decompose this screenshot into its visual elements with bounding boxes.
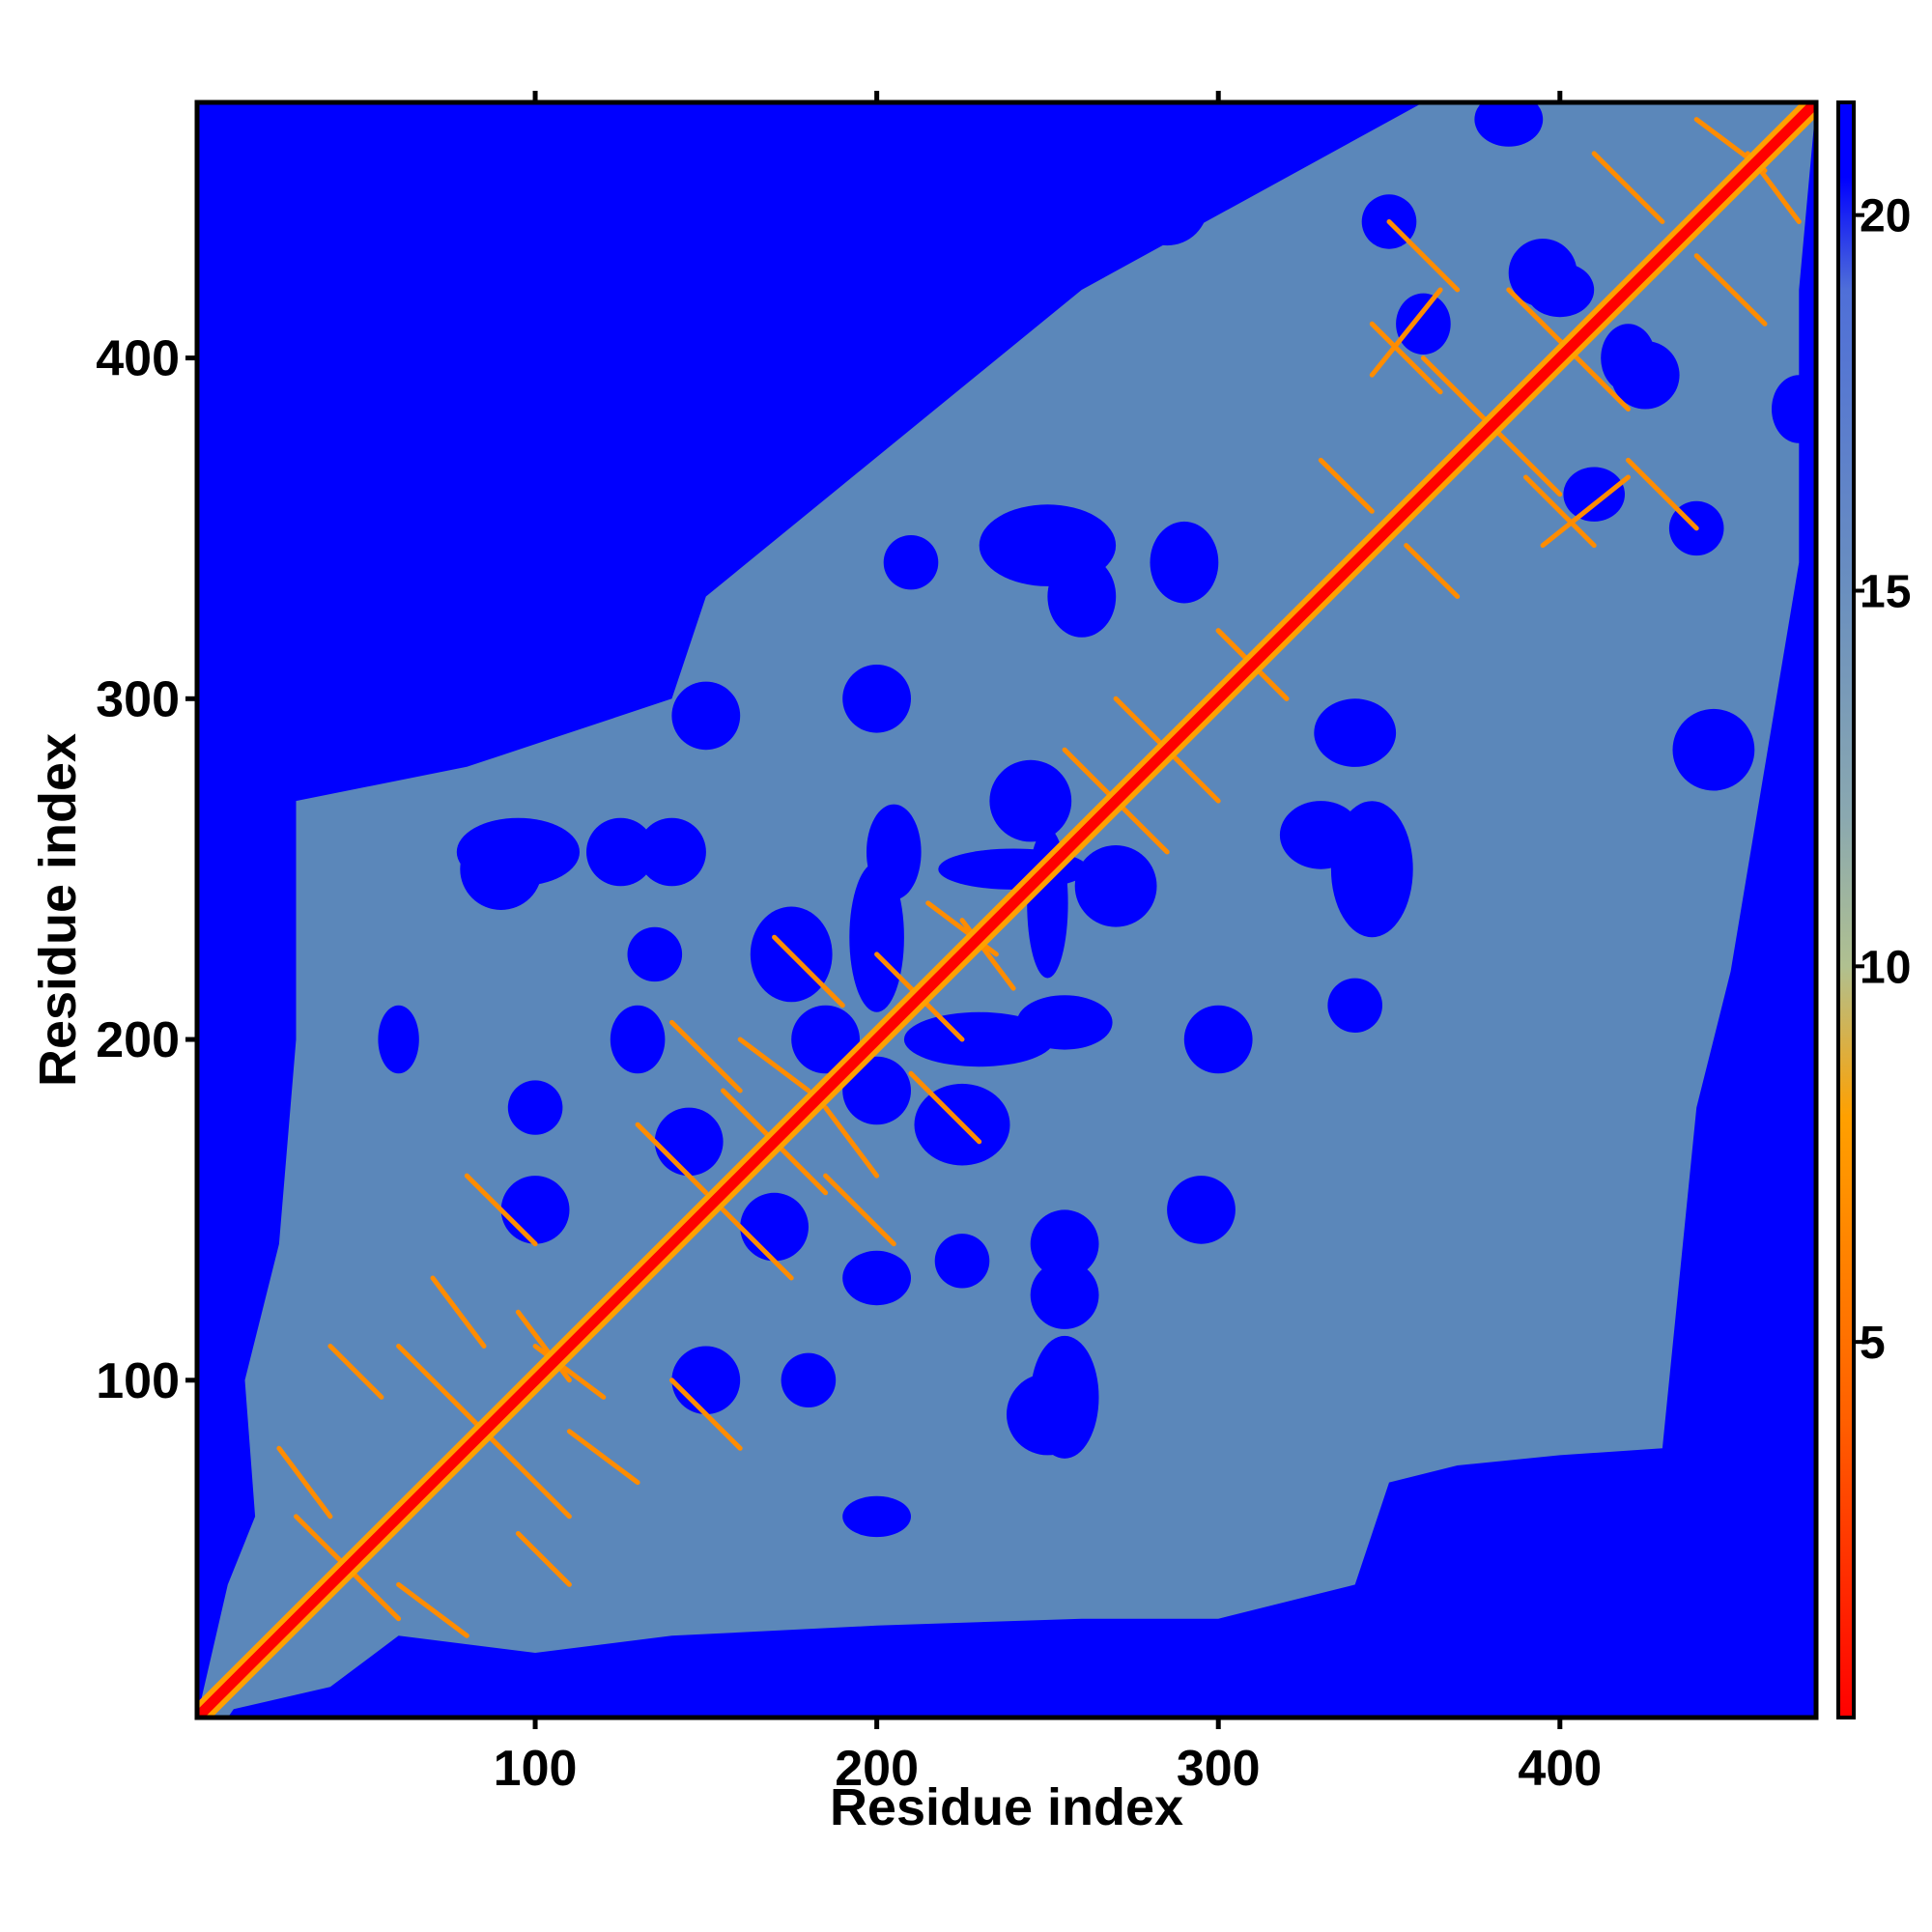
- contact-2b: [515, 1531, 572, 1587]
- blob-21b: [1047, 555, 1117, 638]
- blob-21a: [1279, 801, 1362, 869]
- contact-11a: [1062, 747, 1119, 804]
- x-axis-ticks: 100 200 300 400: [494, 91, 1602, 1797]
- colorbar: [1838, 102, 1854, 1718]
- contact-9b: [772, 934, 845, 1009]
- blob-23a: [1327, 978, 1382, 1033]
- blob-18b: [842, 1250, 911, 1306]
- blob-19a: [500, 1176, 570, 1244]
- contact-5a: [566, 1429, 640, 1486]
- blob-16a: [842, 1056, 911, 1125]
- blob-8b: [1672, 708, 1755, 791]
- blob-17a: [740, 1192, 809, 1262]
- y-tick-label-100: 100: [96, 1353, 180, 1409]
- blob-11a: [1563, 467, 1625, 522]
- blob-14b: [1167, 1176, 1236, 1244]
- x-tick-label-100: 100: [494, 1741, 578, 1797]
- contact-22a: [464, 1173, 538, 1247]
- blob-15a: [903, 1011, 1055, 1067]
- blob-19b: [671, 1346, 741, 1415]
- contact-5b: [430, 1275, 487, 1349]
- contact-2a: [327, 1344, 384, 1400]
- contact-9a: [908, 1070, 982, 1145]
- contact-3b: [396, 1344, 521, 1468]
- contact-20a: [1369, 321, 1443, 395]
- blob-26a: [934, 1234, 990, 1289]
- y-tick-label-300: 300: [96, 671, 180, 727]
- blob-7b: [1314, 698, 1397, 767]
- blob-1b: [1030, 1261, 1099, 1329]
- blob-24b: [460, 828, 543, 910]
- blob-23b: [883, 535, 939, 590]
- colorbar-tick-label-5: 5: [1860, 1318, 1886, 1369]
- blob-10b: [1525, 262, 1595, 318]
- contact-15a: [1420, 355, 1494, 429]
- blob-27b: [507, 1080, 563, 1135]
- blob-10a: [1601, 324, 1656, 392]
- blob-14a: [671, 681, 741, 751]
- blob-13b: [1772, 375, 1816, 443]
- blob-22a: [1183, 1005, 1253, 1074]
- blob-5b: [1074, 845, 1157, 927]
- contact-7a: [823, 1173, 896, 1247]
- contact-7b: [669, 1019, 743, 1094]
- blob-16b: [791, 1005, 860, 1074]
- x-tick-label-400: 400: [1518, 1741, 1602, 1797]
- blob-22b: [842, 665, 911, 733]
- x-tick-label-200: 200: [835, 1741, 919, 1797]
- colorbar-ticks: 5 10 15 20: [1854, 191, 1911, 1369]
- contact-18a: [1591, 151, 1665, 224]
- contact-18b: [1693, 253, 1768, 327]
- diagonal-band: [197, 102, 1816, 1718]
- blob-20a: [378, 1005, 419, 1074]
- colorbar-frame: [1836, 100, 1856, 1719]
- blob-25b: [638, 817, 706, 887]
- x-tick-label-300: 300: [1177, 1741, 1261, 1797]
- contact-17b: [1626, 457, 1699, 531]
- contact-21b: [1369, 287, 1443, 378]
- colorbar-tick-label-20: 20: [1860, 191, 1911, 242]
- plot-frame: [194, 99, 1819, 1720]
- contact-14a: [1318, 457, 1375, 514]
- y-axis-label: Residue index: [29, 733, 87, 1087]
- contact-17a: [1386, 219, 1461, 293]
- blob-26b: [627, 926, 683, 982]
- blob-5a: [989, 759, 1072, 842]
- region-lower: [197, 102, 1816, 1718]
- blob-17b: [654, 1107, 724, 1177]
- y-tick-label-400: 400: [96, 331, 180, 387]
- contact-24b: [823, 1105, 880, 1179]
- blob-27a: [781, 1352, 837, 1408]
- blob-1a: [586, 817, 655, 887]
- contact-23b: [721, 1207, 794, 1281]
- blob-25a: [1030, 1209, 1099, 1278]
- contact-24a: [737, 1037, 811, 1094]
- contact-22b: [669, 1378, 743, 1451]
- y-tick-label-200: 200: [96, 1012, 180, 1068]
- contact-15b: [1489, 423, 1563, 497]
- heatmap-cells: [197, 102, 1816, 1718]
- contact-1b: [276, 1445, 333, 1520]
- contact-6b: [737, 1105, 829, 1196]
- blob-8a: [1125, 163, 1208, 246]
- contact-11b: [1113, 798, 1170, 855]
- contact-21a: [1540, 474, 1631, 549]
- colorbar-tick-label-15: 15: [1860, 566, 1911, 617]
- contact-1a: [396, 1581, 469, 1638]
- blob-13a: [1474, 102, 1544, 147]
- blob-11b: [1396, 293, 1451, 355]
- blob-18a: [610, 1005, 666, 1074]
- contact-23a: [635, 1122, 709, 1196]
- contact-14b: [1404, 543, 1461, 599]
- blob-7a: [1150, 521, 1219, 604]
- blob-20b: [842, 1495, 911, 1538]
- blob-24a: [1007, 1373, 1089, 1456]
- x-axis-label: Residue index: [830, 1778, 1183, 1836]
- contact-20b: [1523, 474, 1597, 549]
- colorbar-tick-label-10: 10: [1860, 942, 1911, 993]
- blob-15b: [849, 862, 904, 1012]
- y-axis-ticks: 100 200 300 400: [96, 331, 197, 1409]
